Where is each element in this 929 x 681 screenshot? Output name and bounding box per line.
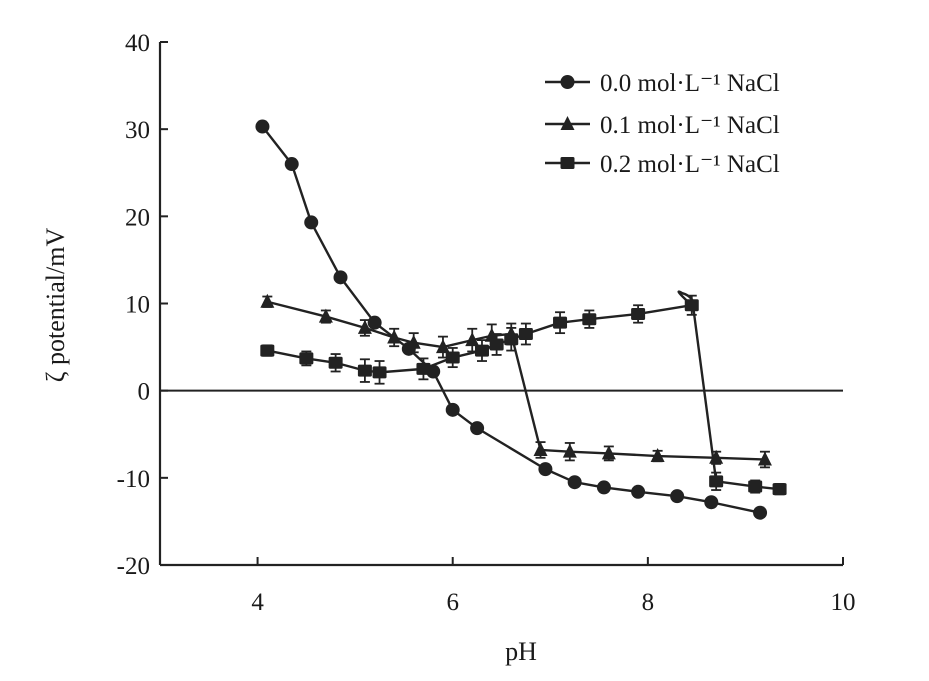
data-point-square <box>504 333 519 346</box>
data-point-square <box>445 351 460 364</box>
y-tick-label: 40 <box>125 30 150 57</box>
series-line <box>261 125 761 514</box>
series-circle <box>255 119 768 520</box>
legend-item: 0.0 mol·L⁻¹ NaCl <box>545 70 780 97</box>
y-tick-label: -20 <box>117 553 150 580</box>
legend-label: 0.1 mol·L⁻¹ NaCl <box>600 112 780 139</box>
data-point-square <box>518 328 533 341</box>
data-point-circle <box>470 421 485 436</box>
data-point-circle <box>538 462 553 477</box>
data-point-circle <box>704 495 719 510</box>
data-point-square <box>748 480 763 493</box>
data-point-circle <box>567 475 582 490</box>
x-tick-label: 10 <box>831 589 856 616</box>
data-point-triangle <box>357 319 372 334</box>
data-point-triangle <box>260 293 275 308</box>
data-point-circle <box>753 505 768 520</box>
data-point-circle <box>255 119 270 134</box>
x-axis-title: pH <box>505 637 537 666</box>
y-tick-label: 0 <box>138 379 151 406</box>
data-point-square <box>416 362 431 375</box>
data-point-square <box>709 475 724 488</box>
data-point-circle <box>304 215 319 230</box>
y-tick-label: 10 <box>125 292 150 319</box>
axis-ticks: 40 30 20 10 0 -10 -20 4 6 8 10 <box>117 30 856 616</box>
data-point-circle <box>284 157 299 172</box>
data-point-circle <box>631 484 646 499</box>
y-tick-label: 20 <box>125 204 150 231</box>
data-point-triangle <box>560 116 575 130</box>
legend-label: 0.0 mol·L⁻¹ NaCl <box>600 70 780 97</box>
data-point-triangle <box>650 448 665 463</box>
data-point-triangle <box>435 339 450 354</box>
data-point-circle <box>445 402 460 417</box>
data-point-triangle <box>406 334 421 349</box>
data-point-square <box>560 157 575 169</box>
series-group <box>255 119 787 520</box>
data-point-square <box>357 364 372 377</box>
y-tick-label: -10 <box>117 466 150 493</box>
data-point-triangle <box>562 443 577 458</box>
data-point-square <box>260 344 275 357</box>
data-point-triangle <box>318 308 333 323</box>
data-point-triangle <box>465 332 480 347</box>
data-point-square <box>631 307 646 320</box>
data-point-square <box>684 299 699 312</box>
data-point-square <box>328 356 343 369</box>
data-point-square <box>553 316 568 329</box>
legend-item: 0.2 mol·L⁻¹ NaCl <box>545 151 780 178</box>
data-point-square <box>372 366 387 379</box>
series-line <box>267 300 765 461</box>
data-point-circle <box>367 315 382 330</box>
legend-item: 0.1 mol·L⁻¹ NaCl <box>545 112 780 139</box>
x-tick-label: 6 <box>446 589 459 616</box>
y-tick-label: 30 <box>125 117 150 144</box>
data-point-circle <box>560 75 575 89</box>
data-point-square <box>582 313 597 326</box>
legend-label: 0.2 mol·L⁻¹ NaCl <box>600 151 780 178</box>
data-point-triangle <box>757 451 772 466</box>
data-point-square <box>474 344 489 357</box>
data-point-square <box>299 352 314 365</box>
data-point-square <box>772 483 787 496</box>
data-point-triangle <box>601 445 616 460</box>
data-point-triangle <box>533 441 548 456</box>
data-point-circle <box>596 480 611 495</box>
data-point-circle <box>333 270 348 285</box>
data-point-circle <box>670 489 685 504</box>
series-square <box>260 290 787 496</box>
data-point-square <box>489 338 504 351</box>
x-tick-label: 4 <box>251 589 264 616</box>
y-axis-title: ζ potential/mV <box>41 228 70 383</box>
data-point-triangle <box>387 329 402 344</box>
x-tick-label: 8 <box>642 589 655 616</box>
legend: 0.0 mol·L⁻¹ NaCl 0.1 mol·L⁻¹ NaCl 0.2 mol·… <box>545 70 780 178</box>
